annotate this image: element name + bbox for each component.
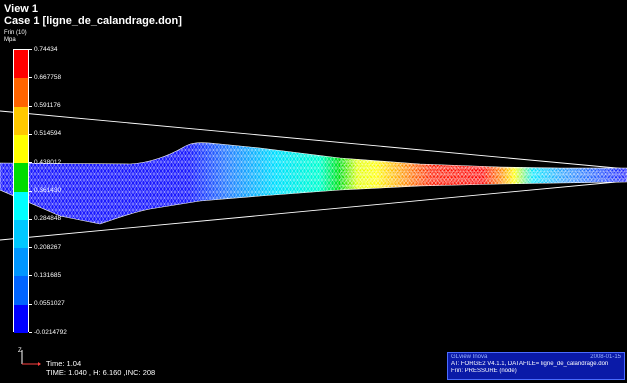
unit-label: Mpa	[4, 37, 16, 43]
colorbar-band	[14, 106, 28, 136]
colorbar-tick-label: 0.361430	[34, 187, 62, 194]
colorbar-tick-label: -0.0214792	[34, 328, 67, 336]
upper-roll-line	[0, 110, 627, 170]
colorbar-tick-mark	[29, 77, 32, 79]
info-variable: Frin: PRESSURE (node)	[451, 368, 517, 374]
view-title: View 1	[4, 3, 39, 15]
colorbar-tick-label: 0.514594	[34, 130, 62, 138]
info-panel: GLview Inova 2008-01-15 AT: FORGE2 V4.1.…	[447, 352, 625, 380]
colorbar-tick-mark	[29, 303, 32, 305]
case-title: Case 1 [ligne_de_calandrage.don]	[4, 15, 182, 27]
axis-triad-icon: Z	[18, 348, 41, 366]
colorbar-tick-label: 0.591176	[34, 102, 61, 110]
colorbar-tick-label: 0.208267	[34, 243, 62, 251]
colorbar-tick-label: 0.74434	[34, 45, 58, 53]
colorbar-band	[14, 304, 28, 334]
lower-roll-line	[0, 180, 627, 241]
colorbar-tick-label: 0.284848	[34, 215, 62, 223]
info-date: 2008-01-15	[590, 354, 621, 360]
colorbar-tick-label: 0.131685	[34, 271, 62, 279]
product-name: GLview Inova	[451, 354, 488, 360]
colorbar-band	[14, 248, 28, 277]
colorbar-tick-label: 0.0551027	[34, 300, 65, 308]
colorbar-band	[14, 219, 28, 249]
colorbar-band	[14, 78, 28, 108]
colorbar-tick-label: 0.667758	[34, 73, 62, 81]
info-datafile: AT: FORGE2 V4.1.1, DATAFILE= ligne_de_ca…	[451, 361, 609, 367]
colorbar-tick-mark	[29, 332, 32, 333]
colorbar-legend	[13, 49, 29, 334]
colorbar-band	[14, 134, 28, 164]
colorbar-tick-label: 0.438012	[34, 158, 62, 166]
colorbar-tick-mark	[29, 275, 32, 277]
colorbar-tick-mark	[29, 49, 32, 50]
colorbar-band	[14, 191, 28, 221]
colorbar-band	[14, 50, 28, 79]
mesh-overlay	[0, 142, 627, 224]
colorbar-tick-mark	[29, 162, 32, 164]
increment-readout: TIME: 1.040 , H: 6.160 ,INC: 208	[46, 368, 156, 377]
colorbar-tick-mark	[29, 105, 32, 107]
colorbar-tick-mark	[29, 190, 32, 192]
strip-outline	[0, 142, 627, 225]
colorbar-tick-mark	[29, 218, 32, 220]
axis-label: Z	[18, 348, 22, 354]
fine-mesh-overlay	[340, 158, 627, 190]
colorbar-band	[14, 163, 28, 192]
colorbar-band	[14, 276, 28, 306]
colorbar-tick-mark	[29, 133, 32, 135]
time-readout: Time: 1.04	[46, 359, 82, 368]
result-label: Frin (10)	[4, 30, 27, 36]
colorbar-tick-mark	[29, 247, 32, 249]
